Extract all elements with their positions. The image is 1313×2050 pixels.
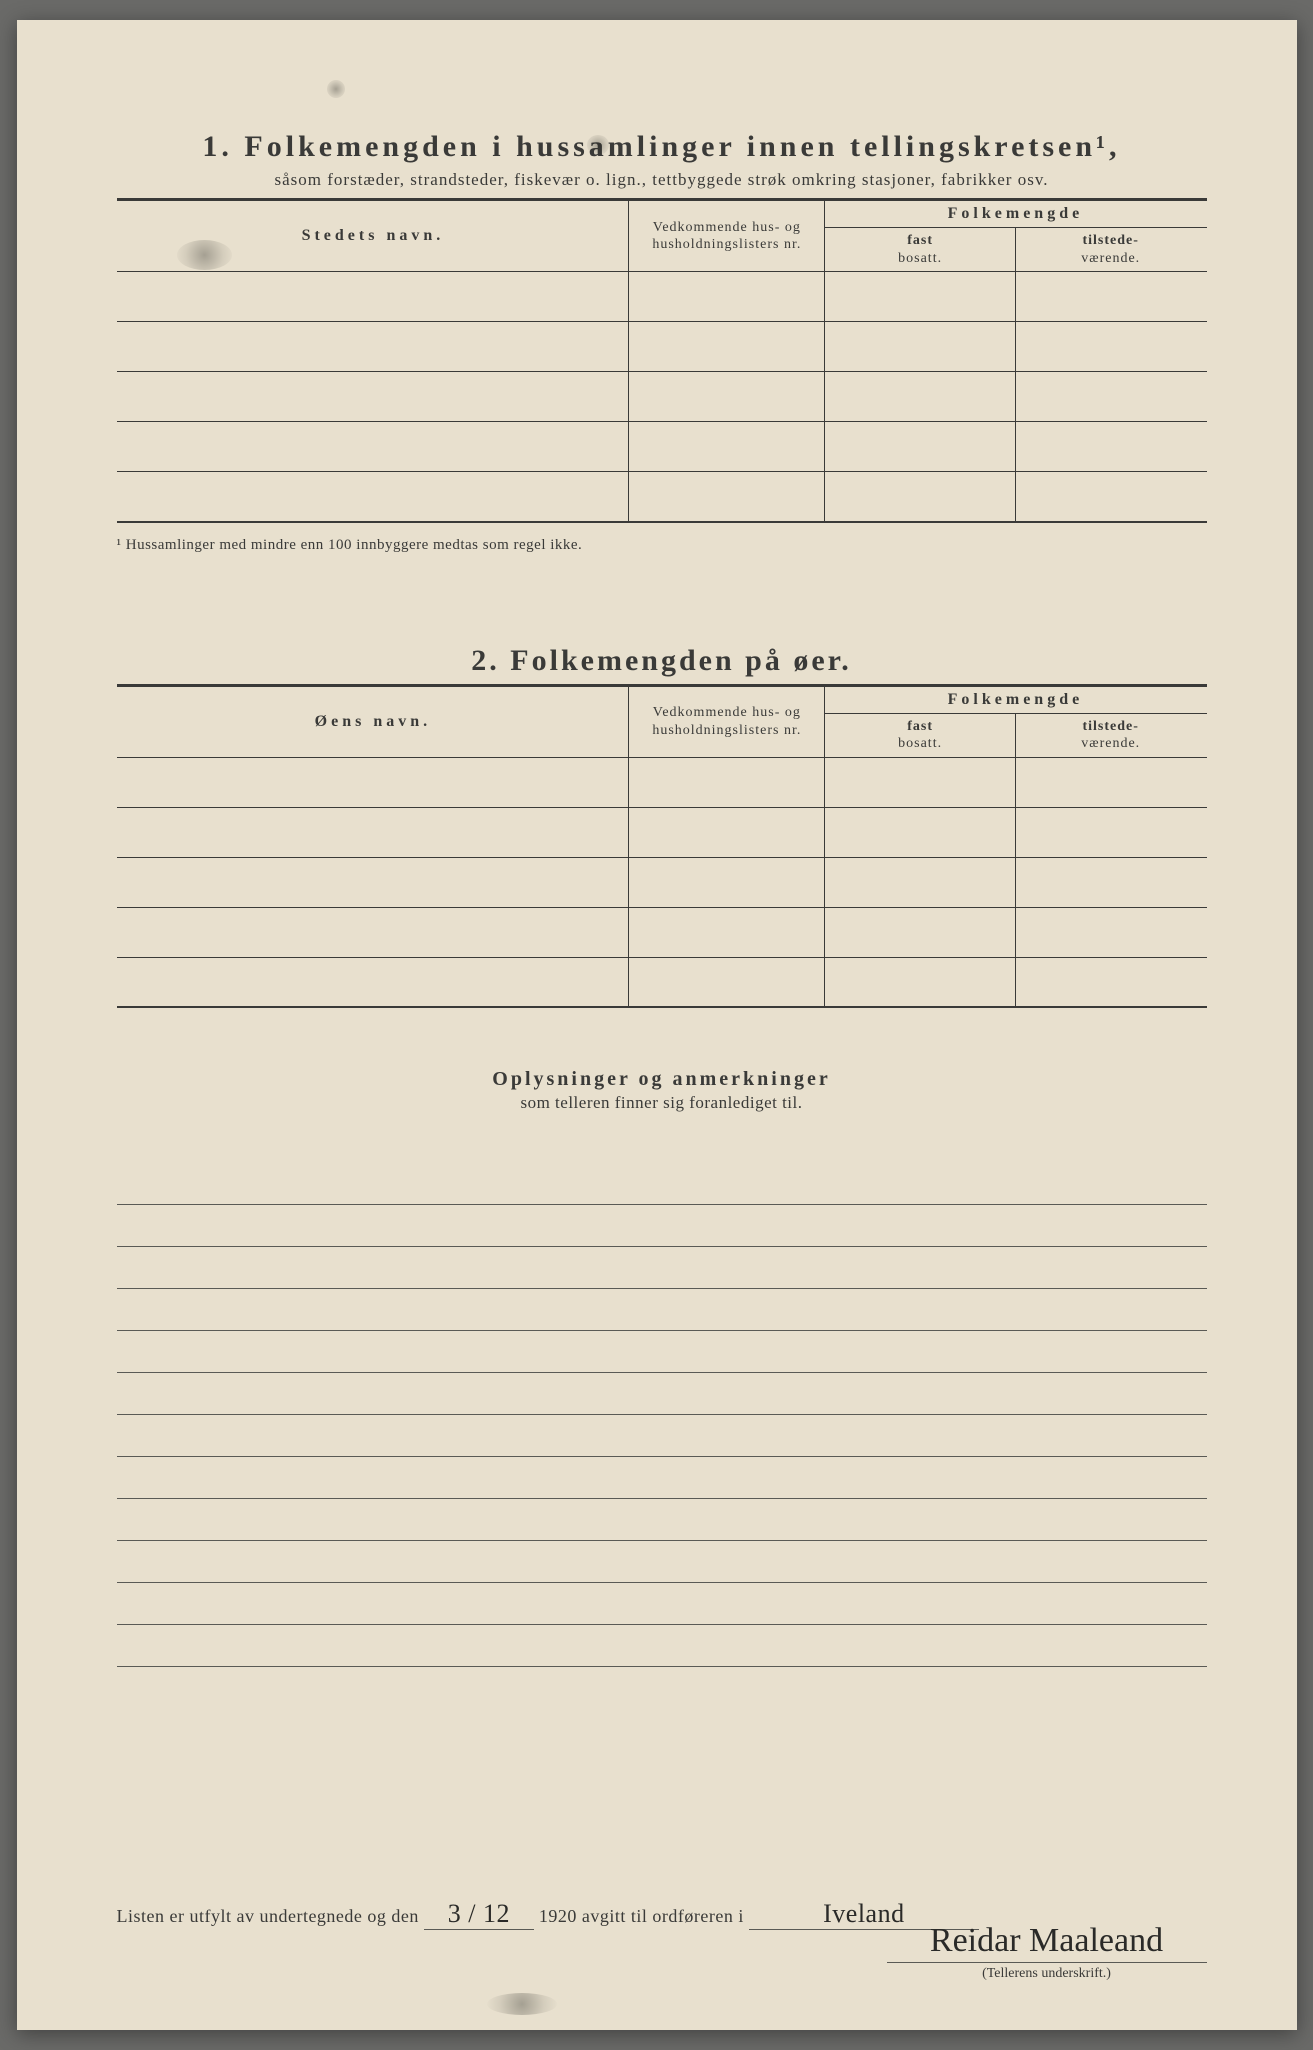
cell[interactable] (629, 907, 825, 957)
col-header-fast: fast bosatt. (825, 228, 1016, 272)
cell[interactable] (1015, 757, 1206, 807)
section-2-title: 2. Folkemengden på øer. (117, 644, 1207, 678)
cell[interactable] (825, 757, 1016, 807)
col-header-til: tilstede- værende. (1015, 228, 1206, 272)
cell[interactable] (629, 757, 825, 807)
section-1-table: Stedets navn. Vedkommende hus- og hushol… (117, 200, 1207, 523)
cell[interactable] (629, 957, 825, 1007)
cell[interactable] (1015, 372, 1206, 422)
ruled-line[interactable] (117, 1331, 1207, 1373)
cell[interactable] (825, 422, 1016, 472)
cell[interactable] (1015, 807, 1206, 857)
cell[interactable] (117, 957, 629, 1007)
signature-block: Reidar Maaleand (Tellerens underskrift.) (887, 1922, 1207, 1982)
ruled-line[interactable] (117, 1541, 1207, 1583)
cell[interactable] (825, 472, 1016, 522)
date-field[interactable]: 3 / 12 (424, 1899, 534, 1930)
signature: Reidar Maaleand (887, 1922, 1207, 1963)
cell[interactable] (825, 807, 1016, 857)
cell[interactable] (1015, 272, 1206, 322)
col-header-ref: Vedkommende hus- og husholdningslisters … (629, 686, 825, 757)
remarks-section: Oplysninger og anmerkninger som telleren… (117, 1068, 1207, 1113)
cell[interactable] (117, 472, 629, 522)
cell[interactable] (117, 422, 629, 472)
cell[interactable] (1015, 907, 1206, 957)
cell[interactable] (117, 272, 629, 322)
section-1-subtitle: såsom forstæder, strandsteder, fiskevær … (117, 170, 1207, 190)
col-header-pop: Folkemengde (825, 686, 1206, 713)
label: tilstede- (1082, 233, 1138, 248)
cell[interactable] (629, 322, 825, 372)
cell[interactable] (1015, 857, 1206, 907)
ink-smudge (487, 1993, 557, 2015)
cell[interactable] (117, 757, 629, 807)
cell[interactable] (825, 372, 1016, 422)
label: bosatt. (898, 251, 942, 266)
cell[interactable] (117, 857, 629, 907)
cell[interactable] (629, 857, 825, 907)
ink-smudge (177, 240, 232, 270)
cell[interactable] (629, 272, 825, 322)
cell[interactable] (629, 372, 825, 422)
ruled-line[interactable] (117, 1415, 1207, 1457)
ink-smudge (587, 135, 609, 155)
ruled-line[interactable] (117, 1373, 1207, 1415)
col-header-pop: Folkemengde (825, 201, 1206, 228)
col-header-til: tilstede- værende. (1015, 713, 1206, 757)
cell[interactable] (117, 322, 629, 372)
section-2: 2. Folkemengden på øer. Øens navn. Vedko… (117, 644, 1207, 1009)
section-1: 1. Folkemengden i hussamlinger innen tel… (117, 130, 1207, 554)
remarks-subtitle: som telleren finner sig foranlediget til… (117, 1093, 1207, 1113)
label: bosatt. (898, 736, 942, 751)
cell[interactable] (825, 272, 1016, 322)
cell[interactable] (825, 857, 1016, 907)
label: værende. (1081, 251, 1140, 266)
section-1-footnote: ¹ Hussamlinger med mindre enn 100 innbyg… (117, 537, 1207, 554)
signature-caption: (Tellerens underskrift.) (887, 1966, 1207, 1982)
remarks-lines (117, 1163, 1207, 1667)
ruled-line[interactable] (117, 1583, 1207, 1625)
ruled-line[interactable] (117, 1289, 1207, 1331)
cell[interactable] (629, 422, 825, 472)
ruled-line[interactable] (117, 1625, 1207, 1667)
cell[interactable] (825, 322, 1016, 372)
attestation-prefix: Listen er utfylt av undertegnede og den (117, 1906, 419, 1926)
section-1-title: 1. Folkemengden i hussamlinger innen tel… (117, 130, 1207, 164)
col-header-ref: Vedkommende hus- og husholdningslisters … (629, 201, 825, 272)
cell[interactable] (1015, 422, 1206, 472)
ruled-line[interactable] (117, 1205, 1207, 1247)
col-header-fast: fast bosatt. (825, 713, 1016, 757)
cell[interactable] (117, 907, 629, 957)
cell[interactable] (1015, 957, 1206, 1007)
label: fast (907, 719, 933, 734)
label: værende. (1081, 736, 1140, 751)
section-2-table: Øens navn. Vedkommende hus- og husholdni… (117, 686, 1207, 1009)
col-header-name: Øens navn. (117, 686, 629, 757)
ink-smudge (327, 80, 345, 98)
cell[interactable] (1015, 472, 1206, 522)
cell[interactable] (629, 472, 825, 522)
ruled-line[interactable] (117, 1163, 1207, 1205)
ruled-line[interactable] (117, 1247, 1207, 1289)
label: fast (907, 233, 933, 248)
cell[interactable] (825, 907, 1016, 957)
census-form-page: 1. Folkemengden i hussamlinger innen tel… (17, 20, 1297, 2030)
cell[interactable] (117, 372, 629, 422)
cell[interactable] (629, 807, 825, 857)
cell[interactable] (825, 957, 1016, 1007)
remarks-title: Oplysninger og anmerkninger (117, 1068, 1207, 1091)
attestation-mid: 1920 avgitt til ordføreren i (539, 1906, 744, 1926)
cell[interactable] (117, 807, 629, 857)
cell[interactable] (1015, 322, 1206, 372)
ruled-line[interactable] (117, 1499, 1207, 1541)
label: tilstede- (1082, 719, 1138, 734)
ruled-line[interactable] (117, 1457, 1207, 1499)
